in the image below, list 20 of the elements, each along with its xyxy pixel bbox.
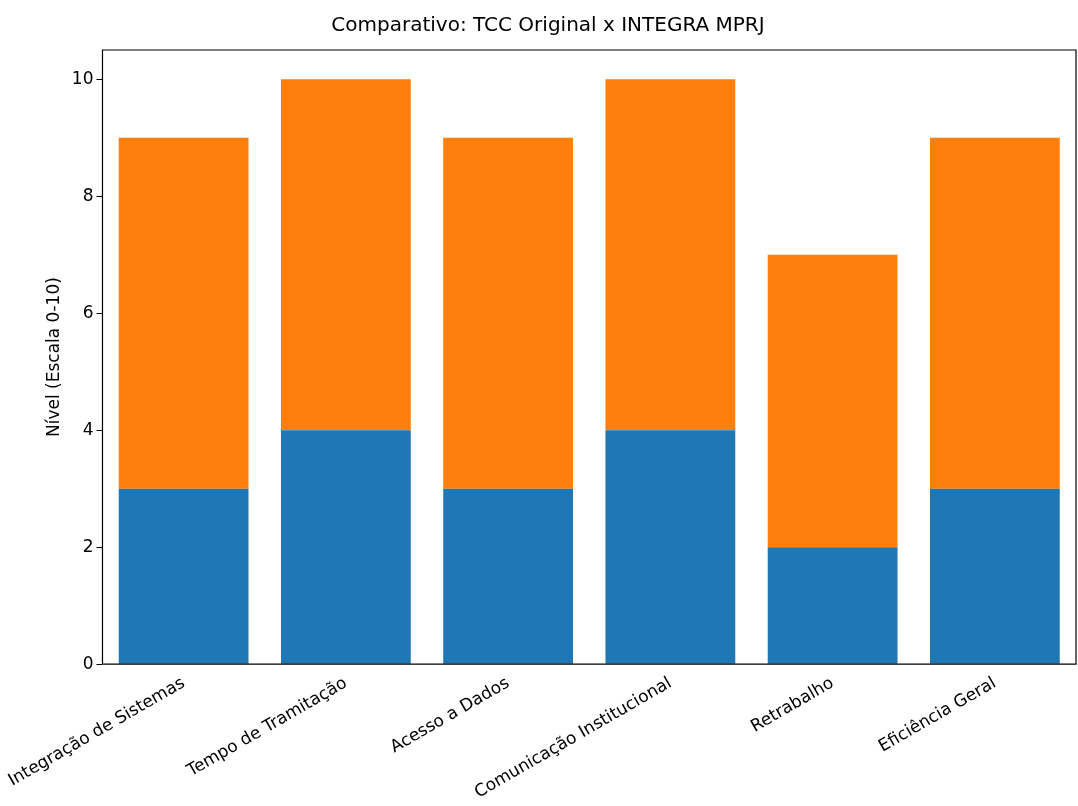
bar: [443, 137, 574, 489]
bar: [605, 430, 736, 664]
y-tick-label: 2: [82, 535, 94, 556]
y-axis-title: Nível (Escala 0-10): [43, 277, 64, 438]
bar: [118, 137, 249, 489]
bar: [118, 488, 249, 664]
bar: [280, 79, 411, 431]
y-tick-label: 8: [82, 184, 94, 205]
bar: [767, 547, 898, 664]
bar: [443, 488, 574, 664]
bar: [929, 488, 1060, 664]
bar: [767, 254, 898, 548]
y-tick-label: 4: [82, 418, 94, 439]
y-tick-label: 10: [71, 67, 94, 88]
bar: [929, 137, 1060, 489]
bar: [280, 430, 411, 664]
bar: [605, 79, 736, 431]
y-tick-label: 6: [82, 301, 94, 322]
y-tick-label: 0: [82, 652, 94, 673]
chart-title: Comparativo: TCC Original x INTEGRA MPRJ: [331, 12, 765, 37]
